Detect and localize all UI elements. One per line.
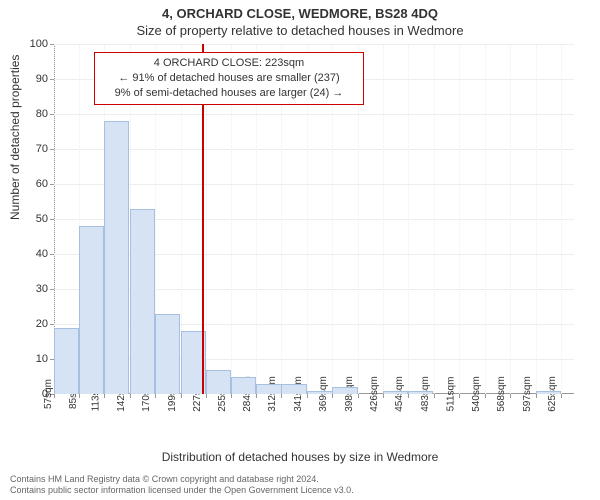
xtick-label: 312sqm [264,376,279,412]
xtick-mark [79,394,80,398]
histogram-bar [408,391,433,395]
xtick-label: 57sqm [39,379,54,409]
xtick-mark [510,394,511,398]
histogram-bar [281,384,306,395]
xtick-mark [206,394,207,398]
xtick-label: 483sqm [416,376,431,412]
xtick-label: 625sqm [543,376,558,412]
ytick-label: 40 [36,248,54,260]
annotation-line2: ← 91% of detached houses are smaller (23… [101,71,357,86]
xtick-mark [459,394,460,398]
xtick-mark [358,394,359,398]
chart-area: 010203040506070809010057sqm85sqm113sqm14… [54,44,574,394]
annotation-box: 4 ORCHARD CLOSE: 223sqm← 91% of detached… [94,52,364,105]
annotation-line3: 9% of semi-detached houses are larger (2… [101,86,357,101]
xtick-mark [561,394,562,398]
gridline-v [510,44,511,394]
xtick-label: 568sqm [492,376,507,412]
xtick-label: 540sqm [467,376,482,412]
gridline-h [54,44,574,45]
xtick-label: 341sqm [290,376,305,412]
xtick-label: 454sqm [390,376,405,412]
attribution-line1: Contains HM Land Registry data © Crown c… [10,474,354,485]
histogram-bar [79,226,104,394]
gridline-v [536,44,537,394]
gridline-h [54,149,574,150]
xtick-label: 426sqm [365,376,380,412]
histogram-bar [256,384,281,395]
gridline-h [54,184,574,185]
histogram-bar [130,209,155,395]
x-axis-title: Distribution of detached houses by size … [0,450,600,464]
xtick-label: 398sqm [340,376,355,412]
xtick-mark [155,394,156,398]
xtick-mark [130,394,131,398]
xtick-mark [281,394,282,398]
xtick-label: 511sqm [442,377,457,412]
gridline-v [434,44,435,394]
gridline-v [408,44,409,394]
histogram-bar [54,328,79,395]
xtick-mark [104,394,105,398]
ytick-label: 100 [30,38,54,50]
xtick-mark [231,394,232,398]
ytick-label: 60 [36,178,54,190]
ytick-label: 80 [36,108,54,120]
xtick-mark [307,394,308,398]
ytick-label: 90 [36,73,54,85]
chart-title-description: Size of property relative to detached ho… [0,21,600,42]
xtick-mark [383,394,384,398]
plot-area: 010203040506070809010057sqm85sqm113sqm14… [54,44,574,394]
xtick-mark [54,394,55,398]
annotation-line1: 4 ORCHARD CLOSE: 223sqm [101,56,357,71]
xtick-label: 597sqm [518,376,533,412]
xtick-mark [485,394,486,398]
xtick-mark [332,394,333,398]
histogram-bar [155,314,180,395]
histogram-bar [332,387,357,394]
xtick-mark [181,394,182,398]
gridline-v [383,44,384,394]
xtick-mark [434,394,435,398]
ytick-label: 10 [36,353,54,365]
xtick-mark [536,394,537,398]
ytick-label: 50 [36,213,54,225]
xtick-mark [408,394,409,398]
xtick-label: 369sqm [314,376,329,412]
y-axis-title: Number of detached properties [8,55,22,220]
gridline-v [561,44,562,394]
histogram-bar [104,121,129,394]
ytick-label: 30 [36,283,54,295]
ytick-label: 70 [36,143,54,155]
gridline-h [54,114,574,115]
histogram-bar [307,391,332,395]
ytick-label: 20 [36,318,54,330]
gridline-v [485,44,486,394]
histogram-bar [206,370,231,395]
chart-title-address: 4, ORCHARD CLOSE, WEDMORE, BS28 4DQ [0,0,600,21]
histogram-bar [231,377,256,395]
attribution-text: Contains HM Land Registry data © Crown c… [10,474,354,496]
histogram-bar [383,391,408,395]
gridline-v [459,44,460,394]
histogram-bar [536,391,561,395]
attribution-line2: Contains public sector information licen… [10,485,354,496]
xtick-mark [256,394,257,398]
